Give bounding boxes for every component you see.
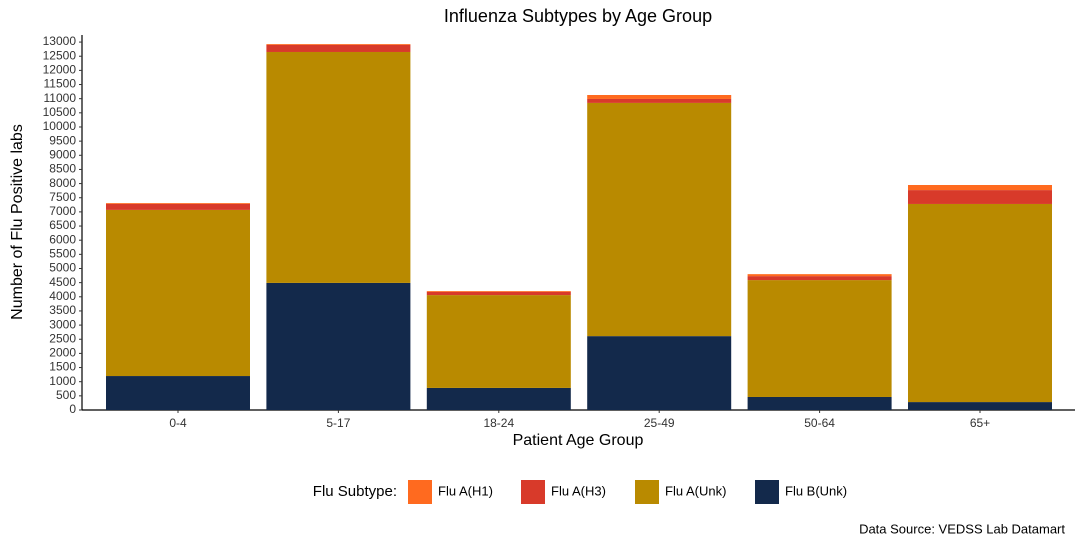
legend-swatch bbox=[635, 480, 659, 504]
y-tick-label: 4500 bbox=[49, 275, 76, 289]
bar-segment bbox=[747, 396, 892, 410]
y-tick-label: 12500 bbox=[43, 48, 77, 62]
y-tick-label: 11000 bbox=[44, 91, 77, 105]
y-tick-label: 10500 bbox=[43, 105, 77, 119]
x-axis-title: Patient Age Group bbox=[513, 432, 644, 449]
x-tick-label: 25-49 bbox=[644, 416, 675, 430]
legend-swatch bbox=[408, 480, 432, 504]
bar-segment bbox=[908, 190, 1052, 204]
bar-segment bbox=[747, 280, 892, 397]
bar-segment bbox=[747, 276, 892, 281]
bar-segment bbox=[266, 51, 411, 283]
y-tick-label: 7500 bbox=[49, 190, 76, 204]
legend-swatch bbox=[521, 480, 545, 504]
bar-segment bbox=[747, 274, 892, 277]
y-axis-title: Number of Flu Positive labs bbox=[9, 124, 26, 320]
bar-segment bbox=[587, 98, 732, 103]
bar-segment bbox=[426, 291, 571, 292]
y-tick-label: 8000 bbox=[49, 176, 76, 190]
legend-label: Flu A(H1) bbox=[438, 483, 493, 498]
y-tick-label: 3500 bbox=[49, 303, 76, 317]
y-tick-label: 9000 bbox=[49, 147, 76, 161]
y-tick-label: 1000 bbox=[49, 374, 76, 388]
y-tick-label: 7000 bbox=[49, 204, 76, 218]
bar-segment bbox=[908, 203, 1052, 403]
y-tick-label: 6000 bbox=[49, 232, 76, 246]
y-tick-label: 0 bbox=[69, 402, 76, 416]
bar-segment bbox=[587, 336, 732, 410]
x-tick-label: 0-4 bbox=[169, 416, 187, 430]
bar-segment bbox=[587, 102, 732, 337]
y-tick-label: 500 bbox=[56, 388, 76, 402]
legend-label: Flu A(H3) bbox=[551, 483, 606, 498]
x-tick-label: 50-64 bbox=[804, 416, 835, 430]
y-tick-label: 10000 bbox=[43, 119, 77, 133]
bar-segment bbox=[106, 203, 250, 210]
y-tick-label: 1500 bbox=[49, 360, 76, 374]
y-tick-label: 6500 bbox=[49, 218, 76, 232]
y-tick-label: 9500 bbox=[49, 133, 76, 147]
legend-label: Flu A(Unk) bbox=[665, 483, 726, 498]
legend-swatch bbox=[755, 480, 779, 504]
bar-segment bbox=[587, 95, 732, 99]
bar-segment bbox=[266, 282, 411, 410]
x-tick-label: 18-24 bbox=[483, 416, 514, 430]
y-tick-label: 5500 bbox=[49, 247, 76, 261]
bar-segment bbox=[908, 185, 1052, 191]
bar-segment bbox=[106, 376, 250, 410]
bar-segment bbox=[106, 203, 250, 204]
y-tick-label: 5000 bbox=[49, 261, 76, 275]
bar-segment bbox=[266, 44, 411, 52]
y-tick-label: 2000 bbox=[49, 346, 76, 360]
y-tick-label: 4000 bbox=[49, 289, 76, 303]
bar-segment bbox=[106, 209, 250, 377]
legend-title: Flu Subtype: bbox=[313, 483, 397, 500]
y-tick-label: 12000 bbox=[43, 63, 77, 77]
bar-segment bbox=[426, 295, 571, 388]
y-tick-label: 2500 bbox=[49, 331, 76, 345]
x-tick-label: 65+ bbox=[970, 416, 990, 430]
bar-segment bbox=[426, 387, 571, 410]
caption: Data Source: VEDSS Lab Datamart bbox=[859, 521, 1065, 536]
y-tick-label: 13000 bbox=[43, 34, 77, 48]
bar-segment bbox=[266, 44, 411, 45]
bar-segment bbox=[908, 402, 1052, 410]
legend-label: Flu B(Unk) bbox=[785, 483, 847, 498]
y-tick-label: 3000 bbox=[49, 317, 76, 331]
y-tick-label: 8500 bbox=[49, 162, 76, 176]
y-tick-label: 11500 bbox=[44, 77, 77, 91]
x-tick-label: 5-17 bbox=[326, 416, 350, 430]
bar-segment bbox=[426, 291, 571, 296]
chart-title: Influenza Subtypes by Age Group bbox=[444, 6, 712, 26]
